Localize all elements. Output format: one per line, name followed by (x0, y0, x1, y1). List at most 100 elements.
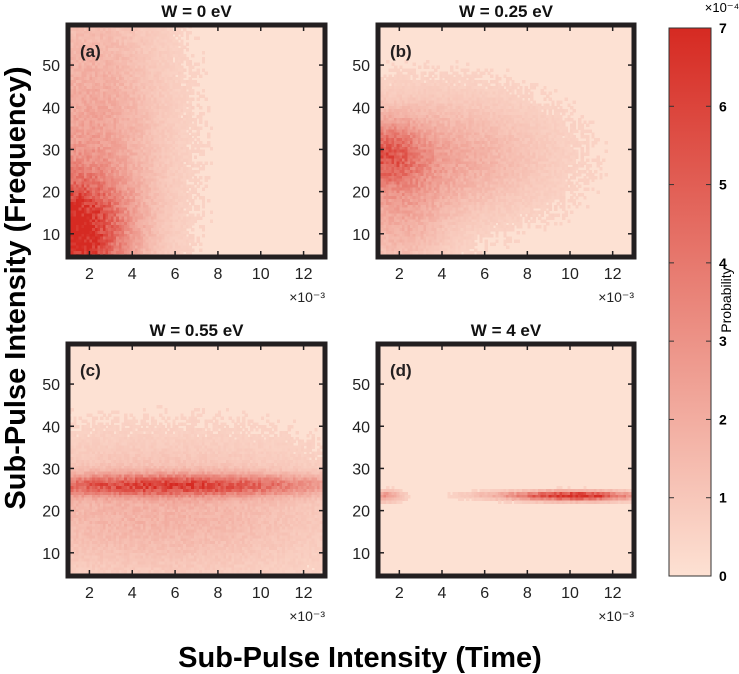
heatmap-cell (76, 201, 80, 206)
heatmap-cell (92, 132, 96, 136)
heatmap-cell (161, 27, 165, 32)
heatmap-cell (177, 181, 182, 186)
heatmap-cell (116, 54, 120, 58)
heatmap-cell (81, 88, 85, 93)
heatmap-cell (137, 158, 141, 162)
heatmap-cell (468, 117, 472, 122)
heatmap-cell (110, 112, 115, 116)
heatmap-cell (180, 242, 184, 246)
heatmap-cell (92, 216, 96, 220)
heatmap-cell (76, 30, 80, 35)
heatmap-cell (86, 120, 91, 125)
heatmap-cell (84, 178, 88, 183)
heatmap-cell (100, 141, 104, 145)
heatmap-cell (164, 94, 168, 99)
heatmap-cell (81, 216, 85, 220)
heatmap-cell (150, 129, 155, 133)
heatmap-cell (110, 123, 115, 128)
heatmap-cell (97, 45, 101, 49)
heatmap-cell (172, 170, 176, 174)
heatmap-cell (402, 117, 406, 122)
heatmap-cell (150, 230, 155, 235)
heatmap-cell (458, 77, 462, 81)
heatmap-cell (474, 123, 478, 128)
heatmap-cell (110, 213, 115, 217)
heatmap-cell (474, 74, 478, 78)
heatmap-cell (84, 149, 88, 154)
heatmap-cell (177, 27, 182, 32)
heatmap-cell (118, 56, 123, 61)
heatmap-cell (100, 112, 104, 116)
heatmap-cell (524, 109, 528, 113)
heatmap-cell (124, 233, 128, 238)
heatmap-cell (471, 109, 475, 113)
heatmap-cell (132, 114, 136, 119)
heatmap-cell (153, 94, 157, 99)
heatmap-cell (100, 109, 104, 113)
heatmap-cell (399, 120, 403, 125)
heatmap-cell (394, 97, 398, 101)
heatmap-cell (484, 88, 488, 93)
heatmap-cell (73, 62, 77, 67)
heatmap-cell (81, 152, 85, 157)
heatmap-cell (159, 248, 163, 252)
heatmap-cell (92, 62, 96, 67)
heatmap-cell (447, 85, 451, 90)
heatmap-cell (70, 36, 74, 41)
heatmap-cell (121, 181, 125, 186)
heatmap-cell (201, 199, 206, 203)
heatmap-cell (183, 172, 187, 177)
heatmap-cell (134, 65, 139, 70)
heatmap-cell (161, 181, 165, 186)
heatmap-cell (423, 117, 427, 122)
heatmap-cell (169, 120, 174, 125)
heatmap-cell (161, 45, 165, 49)
heatmap-cell (92, 138, 96, 142)
heatmap-cell (185, 85, 190, 90)
heatmap-cell (498, 100, 502, 104)
heatmap-cell (388, 97, 392, 101)
heatmap-cell (78, 201, 82, 206)
heatmap-cell (175, 248, 179, 252)
heatmap-cell (100, 59, 104, 64)
heatmap-cell (495, 123, 499, 128)
heatmap-cell (175, 117, 179, 122)
heatmap-cell (134, 236, 139, 241)
heatmap-cell (145, 77, 149, 81)
heatmap-cell (116, 91, 120, 96)
heatmap-cell (86, 91, 91, 96)
heatmap-cell (434, 97, 438, 101)
heatmap-cell (394, 85, 398, 90)
heatmap-cell (116, 97, 120, 101)
heatmap-cell (177, 106, 182, 110)
heatmap-cell (423, 106, 427, 110)
heatmap-cell (428, 91, 432, 96)
heatmap-cell (420, 91, 424, 96)
heatmap-cell (124, 62, 128, 67)
heatmap-cell (102, 233, 107, 238)
heatmap-cell (129, 117, 133, 122)
heatmap-cell (177, 94, 182, 99)
heatmap-cell (121, 48, 125, 52)
heatmap-cell (121, 155, 125, 159)
heatmap-cell (188, 62, 192, 67)
heatmap-cell (84, 59, 88, 64)
heatmap-cell (508, 117, 512, 122)
heatmap-cell (183, 181, 187, 186)
heatmap-cell (73, 30, 77, 35)
heatmap-cell (183, 143, 187, 148)
heatmap-cell (116, 56, 120, 61)
heatmap-cell (94, 161, 99, 165)
heatmap-cell (161, 80, 165, 84)
heatmap-cell (110, 56, 115, 61)
heatmap-cell (126, 94, 131, 99)
heatmap-cell (150, 39, 155, 43)
heatmap-cell (148, 106, 152, 110)
heatmap-cell (105, 184, 109, 188)
heatmap-cell (73, 245, 77, 249)
heatmap-cell (132, 146, 136, 151)
heatmap-cell (559, 123, 563, 128)
heatmap-cell (442, 123, 446, 128)
heatmap-cell (94, 187, 99, 191)
heatmap-cell (426, 103, 430, 107)
